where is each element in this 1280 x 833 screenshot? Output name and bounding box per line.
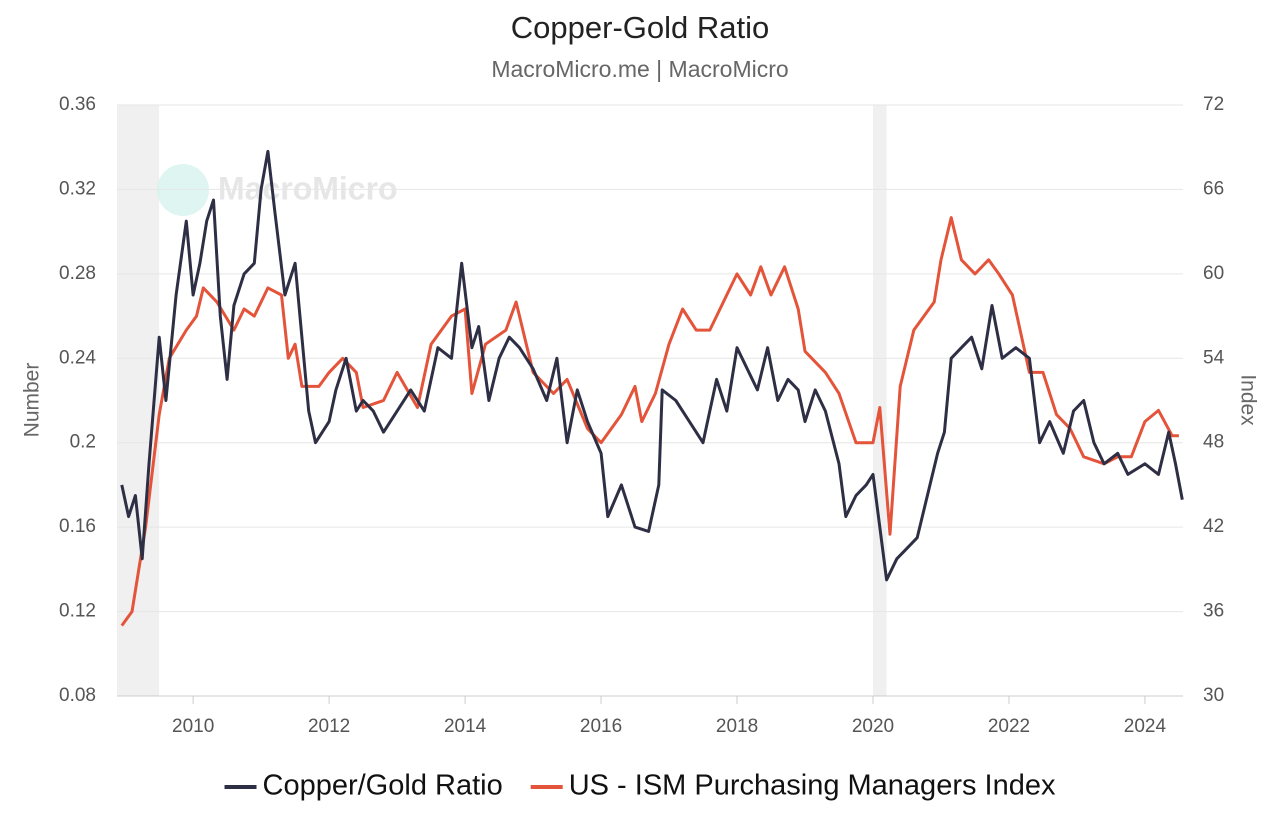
y2-tick-label: 30	[1203, 685, 1224, 706]
y-tick-label: 0.12	[59, 601, 96, 622]
legend: Copper/Gold Ratio US - ISM Purchasing Man…	[224, 770, 1056, 802]
y2-tick-label: 72	[1203, 94, 1224, 115]
y2-tick-label: 54	[1203, 347, 1225, 368]
y2-tick-label: 48	[1203, 432, 1224, 453]
y2-tick-label: 60	[1203, 263, 1224, 284]
y-tick-label: 0.36	[59, 94, 96, 115]
y-tick-label: 0.2	[70, 432, 96, 453]
y-tick-label: 0.24	[59, 347, 96, 368]
x-tick-label: 2022	[988, 716, 1030, 737]
y-tick-label: 0.32	[59, 178, 96, 199]
y2-axis-title: Index	[1236, 374, 1259, 426]
x-tick-label: 2018	[716, 716, 758, 737]
watermark: MacroMicro	[218, 170, 398, 206]
chart-subtitle: MacroMicro.me | MacroMicro	[491, 56, 788, 82]
legend-label: US - ISM Purchasing Managers Index	[569, 770, 1056, 802]
legend-label: Copper/Gold Ratio	[263, 770, 503, 802]
y-tick-label: 0.28	[59, 263, 96, 284]
x-tick-label: 2024	[1124, 716, 1167, 737]
y2-tick-label: 36	[1203, 601, 1224, 622]
y-axis-title: Number	[21, 363, 44, 438]
x-tick-label: 2014	[444, 716, 487, 737]
y2-tick-label: 42	[1203, 516, 1224, 537]
x-tick-label: 2016	[580, 716, 622, 737]
x-tick-label: 2012	[308, 716, 350, 737]
series-line	[120, 216, 1179, 627]
chart-title: Copper-Gold Ratio	[511, 10, 769, 45]
watermark-logo	[157, 164, 209, 216]
recession-band	[117, 105, 160, 696]
x-tick-label: 2010	[172, 716, 214, 737]
recession-band	[872, 105, 887, 696]
y2-tick-label: 66	[1203, 178, 1224, 199]
series-line	[120, 149, 1184, 582]
y-tick-label: 0.16	[59, 516, 96, 537]
x-tick-label: 2020	[852, 716, 894, 737]
y-tick-label: 0.08	[59, 685, 96, 706]
